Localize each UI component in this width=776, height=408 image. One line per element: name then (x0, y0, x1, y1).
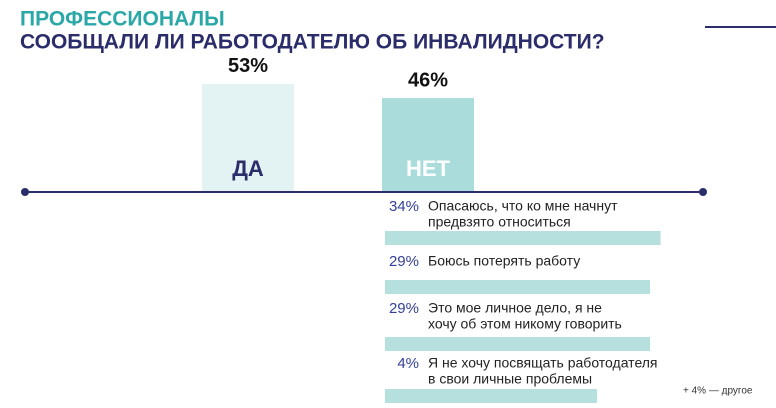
reason-percent: 34% (389, 198, 419, 215)
value-label: 53% (228, 55, 268, 77)
reason-bar (385, 389, 597, 403)
bar (202, 83, 294, 191)
reason-label: Боюсь потерять работу (428, 253, 580, 269)
reason-label: в свои личные проблемы (428, 371, 592, 387)
bars: 53% ДА 46% НЕТ (202, 55, 474, 191)
note: + 4% — другое (683, 386, 753, 397)
category-label: ДА (232, 156, 264, 181)
reason-label: Это мое личное дело, я не (428, 300, 602, 316)
reason-percent: 29% (389, 300, 419, 317)
axis-dot (21, 188, 29, 196)
reason-bar (385, 280, 650, 294)
reason-percent: 4% (397, 355, 419, 372)
axis-dot (699, 188, 707, 196)
reason-label: предвзято относиться (428, 214, 571, 230)
value-label: 46% (408, 69, 448, 91)
reason-label: Я не хочу посвящать работодателя (428, 355, 658, 371)
reason-bar (385, 231, 661, 245)
reason-bar (385, 337, 650, 351)
category-label: НЕТ (406, 156, 451, 181)
reason-label: хочу об этом никому говорить (428, 316, 622, 332)
reasons: 34% Опасаюсь, что ко мне начнутпредвзято … (385, 198, 661, 403)
bar (382, 98, 474, 191)
reason-label: Опасаюсь, что ко мне начнут (428, 198, 618, 214)
reason-percent: 29% (389, 253, 419, 270)
title: ПРОФЕССИОНАЛЫ (20, 8, 225, 31)
subtitle: СООБЩАЛИ ЛИ РАБОТОДАТЕЛЮ ОБ ИНВАЛИДНОСТИ… (20, 31, 605, 54)
